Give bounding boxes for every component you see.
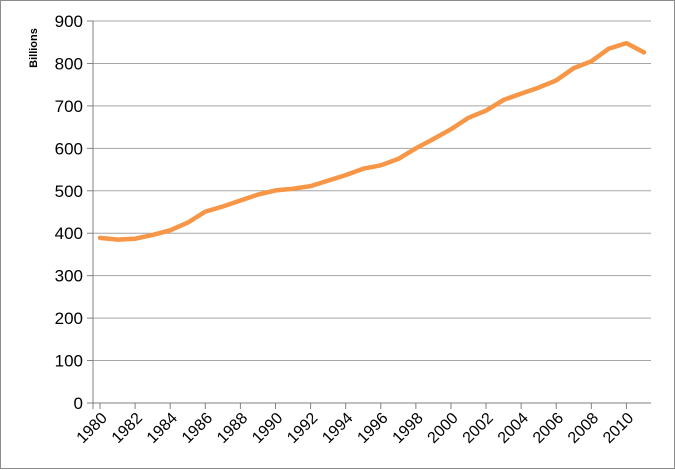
y-tick-label: 0 [74, 394, 83, 413]
x-tick-label: 2006 [530, 410, 567, 447]
x-tick-label: 1994 [319, 410, 356, 447]
x-tick-label: 1980 [74, 410, 111, 447]
y-tick-label: 500 [55, 182, 83, 201]
y-tick-label: 200 [55, 309, 83, 328]
x-tick-label: 2008 [565, 410, 602, 447]
x-tick-label: 1996 [354, 410, 391, 447]
axes [87, 20, 651, 409]
y-tick-label: 400 [55, 224, 83, 243]
y-tick-label: 800 [55, 54, 83, 73]
series-line [97, 40, 647, 242]
y-tick-labels: 0 100 200 300 400 500 600 700 800 900 [55, 12, 83, 413]
x-tick-label: 1992 [284, 410, 321, 447]
y-tick-label: 700 [55, 97, 83, 116]
x-tick-label: 1998 [390, 410, 427, 447]
x-tick-label: 1988 [214, 410, 251, 447]
y-tick-label: 100 [55, 352, 83, 371]
x-tick-label: 2004 [495, 410, 532, 447]
y-axis-label: Billions [28, 28, 40, 68]
y-tick-label: 900 [55, 12, 83, 31]
x-tick-label: 2000 [425, 410, 462, 447]
y-tick-label: 300 [55, 267, 83, 286]
x-tick-label: 1984 [144, 410, 181, 447]
gridlines [93, 20, 651, 362]
y-tick-label: 600 [55, 139, 83, 158]
x-tick-label: 2002 [460, 410, 497, 447]
x-tick-label: 1986 [179, 410, 216, 447]
series-group [97, 40, 647, 242]
x-tick-label: 1982 [109, 410, 146, 447]
x-tick-label: 1990 [249, 410, 286, 447]
x-tick-label: 2010 [600, 410, 637, 447]
x-tick-labels: 1980198219841986198819901992199419961998… [74, 410, 638, 447]
